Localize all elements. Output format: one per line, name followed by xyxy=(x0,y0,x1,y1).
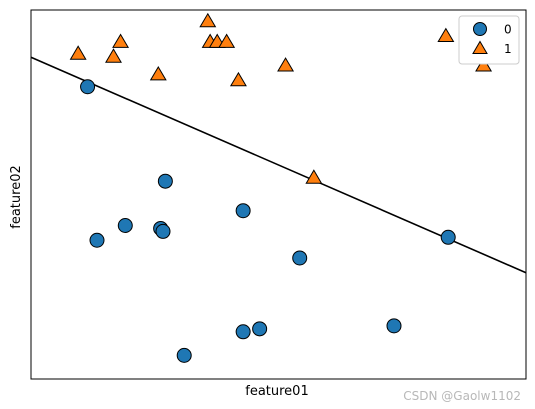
point-class-1-3 xyxy=(149,65,167,81)
point-class-1-10 xyxy=(305,169,323,184)
point-class-1-2 xyxy=(112,33,130,48)
point-class-0-5 xyxy=(89,232,105,248)
plot-area xyxy=(30,9,527,380)
point-class-1-11 xyxy=(437,27,455,43)
point-class-0-12 xyxy=(386,318,402,334)
point-class-1-12 xyxy=(475,57,493,72)
point-class-0-2 xyxy=(117,217,133,233)
legend-marker-0 xyxy=(473,22,487,36)
watermark-text: CSDN @Gaolw1102 xyxy=(403,389,521,403)
point-class-1-7 xyxy=(218,33,236,48)
point-class-0-6 xyxy=(235,203,251,219)
legend-marker-1 xyxy=(472,40,488,54)
legend: 0 1 xyxy=(458,15,520,65)
point-class-1-9 xyxy=(277,57,295,72)
point-class-1-8 xyxy=(229,71,247,87)
legend-label-0: 0 xyxy=(504,23,512,37)
point-class-1-1 xyxy=(105,48,122,63)
point-class-0-1 xyxy=(157,173,173,189)
point-class-0-7 xyxy=(292,250,308,266)
point-class-0-9 xyxy=(176,347,192,363)
data-points-layer xyxy=(69,12,493,363)
point-class-0-10 xyxy=(235,324,251,340)
point-class-0-4 xyxy=(155,223,171,239)
point-class-0-8 xyxy=(440,229,456,245)
x-axis-label: feature01 xyxy=(245,384,308,399)
legend-label-1: 1 xyxy=(504,42,512,56)
point-class-1-4 xyxy=(199,12,217,28)
point-class-0-11 xyxy=(252,321,268,337)
point-class-0-0 xyxy=(80,79,96,95)
point-class-1-0 xyxy=(69,45,87,60)
y-axis-label: feature02 xyxy=(9,165,24,228)
